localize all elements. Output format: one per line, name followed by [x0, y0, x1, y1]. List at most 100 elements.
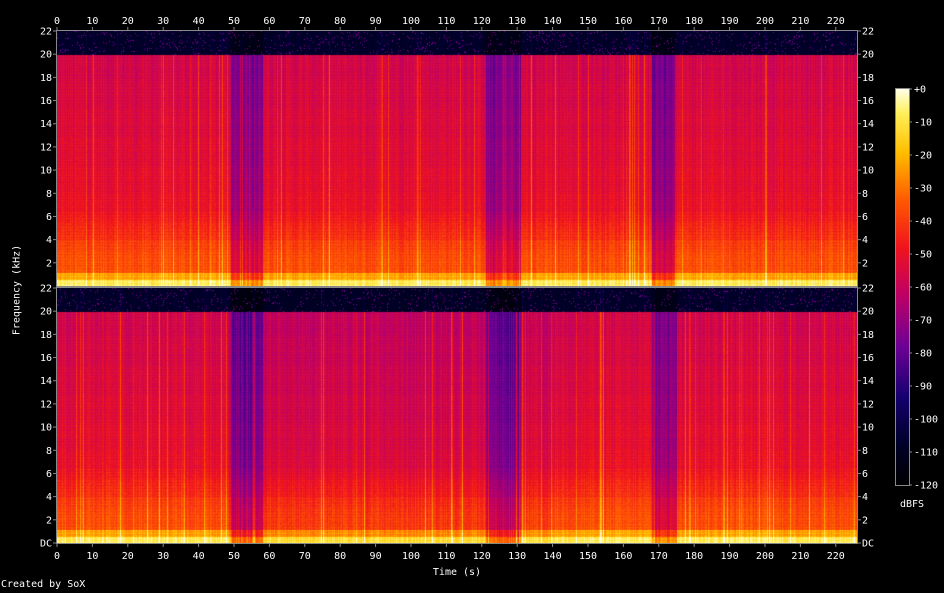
y-tick-label-left: 16: [40, 96, 52, 107]
colorbar-tick-label: -20: [914, 151, 932, 162]
y-tick-label-left: 14: [40, 119, 52, 130]
x-tick-label-bottom: 70: [299, 551, 311, 562]
y-tick-label-left: 6: [46, 212, 52, 223]
credit-text: Created by SoX: [1, 579, 86, 590]
colorbar-tick-label: -110: [914, 448, 938, 459]
y-axis-label: Frequency (kHz): [11, 244, 23, 336]
x-tick-label-top: 50: [228, 16, 240, 27]
x-tick-label-bottom: 190: [721, 551, 739, 562]
colorbar-unit: dBFS: [900, 499, 925, 510]
spectrogram-channel-2: [57, 288, 857, 543]
colorbar-tick-label: +0: [914, 85, 926, 96]
plot-area: [57, 31, 857, 543]
x-tick-label-bottom: 0: [54, 551, 60, 562]
y-tick-label-left: 18: [40, 330, 52, 341]
colorbar-tick-label: -10: [914, 118, 932, 129]
y-tick-label-right: 10: [862, 166, 874, 177]
x-tick-label-top: 30: [157, 16, 169, 27]
y-tick-label-left: 20: [40, 307, 52, 318]
y-tick-label-left: 4: [46, 235, 52, 246]
x-tick-label-bottom: 80: [334, 551, 346, 562]
x-tick-label-top: 90: [370, 16, 382, 27]
y-tick-label-right: 6: [862, 212, 868, 223]
x-tick-label-bottom: 20: [122, 551, 134, 562]
colorbar-tick-label: -70: [914, 316, 932, 327]
colorbar-tick-label: -30: [914, 184, 932, 195]
y-tick-label-right: 12: [862, 142, 874, 153]
y-tick-label-left: 4: [46, 492, 52, 503]
y-tick-label-right: 2: [862, 258, 868, 269]
colorbar-gradient: [896, 89, 909, 485]
x-tick-label-top: 200: [756, 16, 774, 27]
y-tick-label-right: DC: [862, 539, 874, 550]
x-tick-label-bottom: 150: [579, 551, 597, 562]
colorbar-tick-label: -60: [914, 283, 932, 294]
panel-frame-1: [56, 30, 858, 287]
y-tick-label-left: 22: [40, 284, 52, 295]
x-tick-label-bottom: 130: [508, 551, 526, 562]
colorbar-tick-label: -40: [914, 217, 932, 228]
y-tick-label-right: 16: [862, 353, 874, 364]
x-tick-label-top: 120: [473, 16, 491, 27]
x-tick-label-top: 60: [263, 16, 275, 27]
x-tick-label-bottom: 120: [473, 551, 491, 562]
x-tick-label-top: 160: [614, 16, 632, 27]
x-tick-label-bottom: 90: [370, 551, 382, 562]
colorbar-tick-label: -120: [914, 481, 938, 492]
x-tick-label-top: 10: [86, 16, 98, 27]
x-tick-label-bottom: 210: [791, 551, 809, 562]
x-tick-label-bottom: 50: [228, 551, 240, 562]
y-tick-label-right: 20: [862, 307, 874, 318]
x-tick-label-top: 0: [54, 16, 60, 27]
x-tick-label-bottom: 30: [157, 551, 169, 562]
x-tick-label-bottom: 200: [756, 551, 774, 562]
y-tick-label-left: 8: [46, 189, 52, 200]
y-tick-label-left: 16: [40, 353, 52, 364]
y-tick-label-left: 2: [46, 258, 52, 269]
y-tick-label-left: 12: [40, 142, 52, 153]
colorbar-tick-label: -100: [914, 415, 938, 426]
x-tick-label-top: 150: [579, 16, 597, 27]
y-tick-label-left: 10: [40, 166, 52, 177]
x-tick-label-bottom: 40: [193, 551, 205, 562]
y-tick-label-left: 2: [46, 515, 52, 526]
x-tick-label-bottom: 140: [544, 551, 562, 562]
x-tick-label-top: 190: [721, 16, 739, 27]
x-tick-label-top: 140: [544, 16, 562, 27]
x-tick-label-top: 80: [334, 16, 346, 27]
y-tick-label-right: 18: [862, 73, 874, 84]
y-tick-label-right: 20: [862, 50, 874, 61]
colorbar-tick-label: -90: [914, 382, 932, 393]
y-tick-label-right: 8: [862, 189, 868, 200]
x-tick-label-top: 220: [827, 16, 845, 27]
y-tick-label-right: 18: [862, 330, 874, 341]
y-tick-label-left: 20: [40, 50, 52, 61]
x-tick-label-bottom: 220: [827, 551, 845, 562]
y-tick-label-right: 22: [862, 27, 874, 38]
y-tick-label-left: 8: [46, 446, 52, 457]
axes: 0 0 10 10 20 20 30 30 40 40 50 50 60 60 70 70 80 80 90 90 10…: [40, 16, 874, 562]
y-tick-label-left: 14: [40, 376, 52, 387]
spectrogram-channel-1: [57, 31, 857, 286]
x-tick-label-bottom: 60: [263, 551, 275, 562]
y-tick-label-right: 14: [862, 376, 874, 387]
y-tick-label-right: 12: [862, 399, 874, 410]
y-tick-label-left: 6: [46, 469, 52, 480]
y-tick-label-right: 2: [862, 515, 868, 526]
y-tick-label-right: 4: [862, 492, 868, 503]
y-tick-label-right: 22: [862, 284, 874, 295]
x-tick-label-bottom: 180: [685, 551, 703, 562]
y-tick-label-right: 10: [862, 423, 874, 434]
x-tick-label-top: 40: [193, 16, 205, 27]
x-tick-label-bottom: 110: [437, 551, 455, 562]
panel-frame-2: [56, 287, 858, 544]
x-tick-label-top: 110: [437, 16, 455, 27]
y-tick-label-left: DC: [40, 539, 52, 550]
x-tick-label-top: 70: [299, 16, 311, 27]
x-tick-label-top: 130: [508, 16, 526, 27]
x-tick-label-top: 170: [650, 16, 668, 27]
y-tick-label-right: 6: [862, 469, 868, 480]
colorbar-tick-label: -80: [914, 349, 932, 360]
x-axis-label: Time (s): [432, 567, 482, 578]
